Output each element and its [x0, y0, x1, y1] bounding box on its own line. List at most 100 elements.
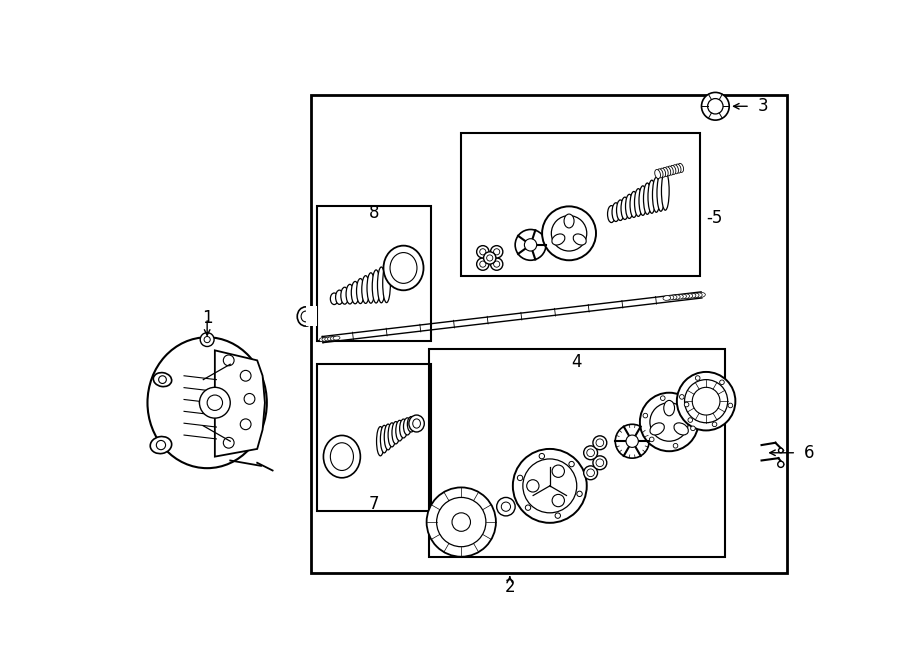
Ellipse shape: [654, 169, 661, 178]
Circle shape: [584, 466, 598, 480]
Circle shape: [497, 498, 515, 516]
Ellipse shape: [670, 295, 677, 300]
Text: 6: 6: [804, 444, 814, 462]
Ellipse shape: [403, 418, 411, 435]
Circle shape: [707, 98, 723, 114]
Circle shape: [552, 465, 564, 477]
Ellipse shape: [373, 270, 380, 303]
Ellipse shape: [330, 443, 354, 471]
Ellipse shape: [400, 419, 408, 438]
Ellipse shape: [341, 288, 348, 304]
Ellipse shape: [672, 165, 679, 174]
Ellipse shape: [674, 423, 688, 435]
Circle shape: [684, 403, 688, 407]
Ellipse shape: [688, 293, 696, 298]
Ellipse shape: [676, 295, 683, 299]
Ellipse shape: [323, 436, 360, 478]
Circle shape: [477, 258, 489, 270]
Circle shape: [436, 498, 486, 547]
PathPatch shape: [215, 350, 265, 457]
Circle shape: [712, 422, 716, 426]
Text: 3: 3: [758, 97, 769, 115]
Circle shape: [728, 403, 733, 408]
Circle shape: [487, 255, 493, 261]
Circle shape: [650, 437, 654, 442]
Ellipse shape: [630, 192, 638, 217]
Circle shape: [688, 418, 693, 422]
Ellipse shape: [698, 293, 706, 297]
Ellipse shape: [657, 169, 663, 178]
Ellipse shape: [672, 295, 680, 299]
Ellipse shape: [573, 234, 586, 245]
Circle shape: [240, 370, 251, 381]
Text: -5: -5: [706, 209, 723, 227]
Circle shape: [513, 449, 587, 523]
Circle shape: [493, 249, 500, 255]
Ellipse shape: [626, 194, 634, 218]
Text: 2: 2: [504, 578, 515, 596]
Ellipse shape: [679, 294, 687, 299]
Circle shape: [587, 449, 595, 457]
Bar: [306, 307, 318, 327]
Circle shape: [223, 355, 234, 366]
Ellipse shape: [328, 336, 335, 340]
Ellipse shape: [648, 180, 656, 214]
Ellipse shape: [564, 214, 574, 228]
Ellipse shape: [662, 167, 668, 176]
Ellipse shape: [148, 337, 266, 468]
Ellipse shape: [634, 188, 643, 216]
Ellipse shape: [408, 416, 415, 432]
Circle shape: [569, 461, 574, 467]
Bar: [461, 134, 700, 276]
Ellipse shape: [409, 415, 424, 432]
Circle shape: [677, 372, 735, 430]
Ellipse shape: [682, 294, 689, 299]
Circle shape: [696, 375, 700, 380]
Text: 8: 8: [369, 204, 380, 222]
Ellipse shape: [150, 436, 172, 453]
Circle shape: [542, 206, 596, 260]
Circle shape: [552, 494, 564, 507]
Circle shape: [200, 332, 214, 346]
Circle shape: [491, 258, 503, 270]
Ellipse shape: [612, 203, 620, 221]
Ellipse shape: [367, 273, 374, 303]
Circle shape: [778, 461, 784, 467]
Circle shape: [552, 215, 587, 251]
Circle shape: [577, 491, 582, 496]
Ellipse shape: [665, 167, 670, 176]
Circle shape: [477, 246, 489, 258]
Circle shape: [526, 505, 531, 510]
Ellipse shape: [644, 183, 652, 214]
Ellipse shape: [660, 168, 666, 177]
Circle shape: [593, 436, 607, 449]
Circle shape: [491, 246, 503, 258]
Circle shape: [673, 444, 678, 448]
Ellipse shape: [392, 422, 400, 444]
Ellipse shape: [685, 293, 693, 298]
Circle shape: [593, 456, 607, 470]
Ellipse shape: [382, 264, 391, 303]
Ellipse shape: [333, 336, 340, 340]
Circle shape: [240, 419, 251, 430]
Ellipse shape: [413, 419, 420, 428]
Circle shape: [480, 249, 486, 255]
Circle shape: [452, 513, 471, 531]
Ellipse shape: [325, 337, 331, 341]
Ellipse shape: [616, 200, 625, 221]
Ellipse shape: [356, 278, 365, 303]
Ellipse shape: [388, 423, 396, 447]
Circle shape: [584, 446, 598, 459]
Circle shape: [480, 261, 486, 267]
Ellipse shape: [608, 206, 616, 223]
Circle shape: [555, 513, 561, 518]
Circle shape: [650, 403, 688, 442]
Ellipse shape: [330, 293, 338, 305]
Bar: [318, 206, 431, 341]
Circle shape: [157, 440, 166, 449]
Circle shape: [596, 459, 604, 467]
Ellipse shape: [678, 163, 684, 173]
Circle shape: [200, 387, 230, 418]
Ellipse shape: [377, 267, 385, 303]
Circle shape: [640, 393, 698, 451]
